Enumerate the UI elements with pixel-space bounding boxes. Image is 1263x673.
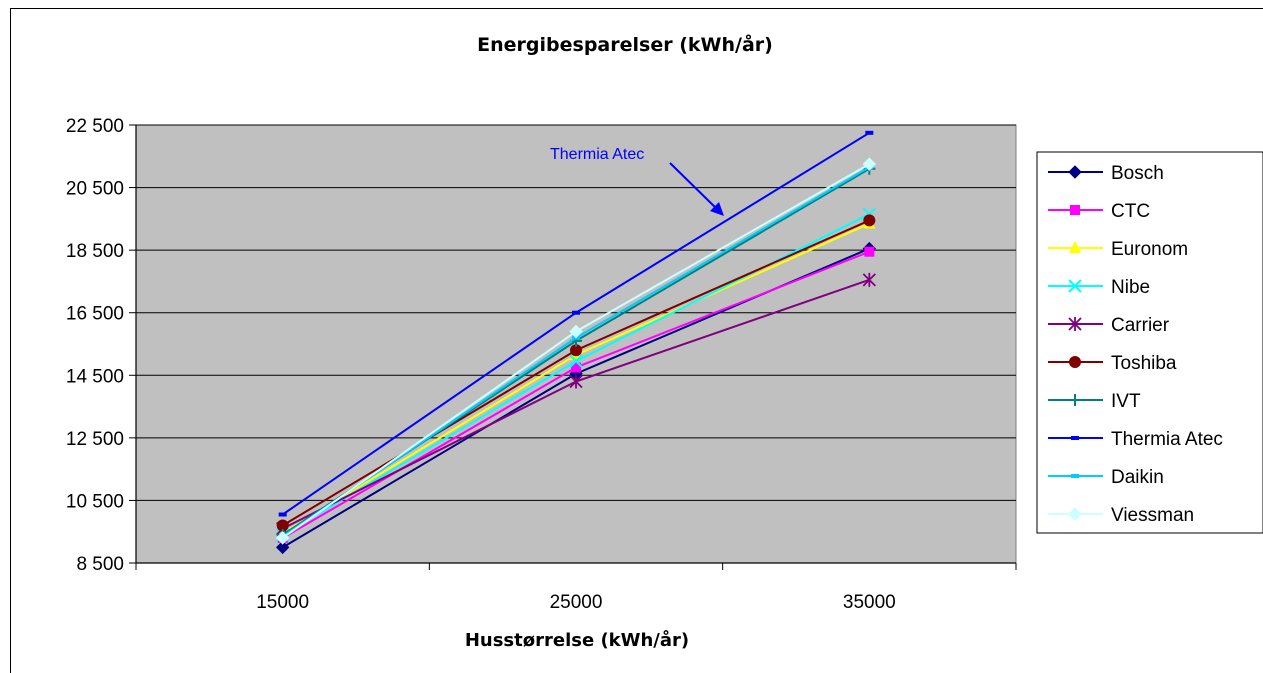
x-axis-ticks: 15000 25000 35000 (135, 563, 1017, 613)
legend-label: CTC (1111, 201, 1150, 222)
data-point (865, 130, 874, 135)
y-tick-label: 12 500 (66, 429, 124, 450)
annotation: Thermia Atec (550, 146, 724, 216)
y-tick-label: 22 500 (66, 116, 124, 137)
legend-item: Daikin (1048, 467, 1164, 488)
data-point (862, 157, 877, 171)
legend-item: Euronom (1048, 239, 1188, 260)
legend: Bosch CTC Euronom Nibe Carrier Toshiba IVT Ther… (1036, 151, 1263, 534)
legend-item: Thermia Atec (1048, 429, 1223, 450)
legend-label: Euronom (1111, 239, 1188, 260)
data-point (276, 519, 289, 532)
series-lines (275, 130, 877, 555)
y-tick-label: 10 500 (66, 491, 124, 512)
annotation-arrow (669, 162, 720, 212)
legend-label: IVT (1111, 391, 1141, 412)
legend-marker (1071, 474, 1079, 478)
legend-item: IVT (1048, 391, 1141, 412)
data-point (570, 344, 582, 357)
data-point (278, 512, 287, 517)
legend-marker (1068, 279, 1082, 293)
legend-marker (1071, 436, 1079, 440)
data-point (275, 531, 290, 545)
legend-label: Toshiba (1111, 353, 1177, 374)
legend-box (1036, 151, 1263, 534)
data-point (569, 374, 583, 389)
y-axis-ticks: 8 500 10 500 12 500 14 500 16 500 18 500 20 50… (66, 116, 136, 575)
annotation-label: Thermia Atec (550, 146, 644, 163)
y-tick-label: 18 500 (66, 241, 124, 262)
legend-label: Daikin (1111, 467, 1164, 488)
legend-label: Carrier (1111, 315, 1170, 336)
legend-marker (1069, 356, 1081, 368)
x-tick-label: 35000 (843, 592, 896, 613)
x-tick-label: 25000 (550, 592, 603, 613)
data-point (569, 354, 583, 368)
data-point (275, 540, 290, 555)
legend-item: Carrier (1048, 315, 1170, 336)
x-tick-label: 15000 (256, 592, 309, 613)
legend-label: Nibe (1111, 277, 1150, 298)
legend-marker (1069, 394, 1081, 406)
legend-item: Viessman (1048, 505, 1194, 526)
data-point (864, 246, 875, 257)
legend-marker (1068, 317, 1082, 331)
series-thermia-atec (278, 130, 874, 517)
series-toshiba (276, 214, 876, 532)
legend-item: Bosch (1048, 163, 1164, 184)
legend-label: Viessman (1111, 505, 1194, 526)
legend-marker (1069, 241, 1081, 253)
y-tick-label: 14 500 (66, 366, 124, 387)
legend-label: Bosch (1111, 163, 1164, 184)
y-tick-label: 16 500 (66, 304, 124, 325)
chart-frame (10, 8, 1263, 673)
data-point (863, 214, 876, 227)
data-point (571, 362, 581, 373)
legend-item: Toshiba (1048, 353, 1177, 374)
legend-item: Nibe (1048, 277, 1150, 298)
data-point (569, 324, 583, 339)
data-point (862, 272, 876, 287)
data-point (572, 310, 580, 315)
legend-item: CTC (1048, 201, 1150, 222)
series-viessman (275, 157, 877, 545)
axes (135, 125, 1016, 564)
legend-label: Thermia Atec (1111, 429, 1223, 450)
legend-marker (1068, 507, 1082, 521)
x-axis-title: Husstørrelse (kWh/år) (465, 629, 689, 651)
y-tick-label: 8 500 (76, 554, 124, 575)
chart-title: Energibesparelser (kWh/år) (477, 32, 773, 56)
annotation-arrowhead (710, 202, 724, 216)
legend-marker (1070, 205, 1080, 215)
legend-marker (1068, 165, 1082, 179)
y-tick-label: 20 500 (66, 179, 124, 200)
